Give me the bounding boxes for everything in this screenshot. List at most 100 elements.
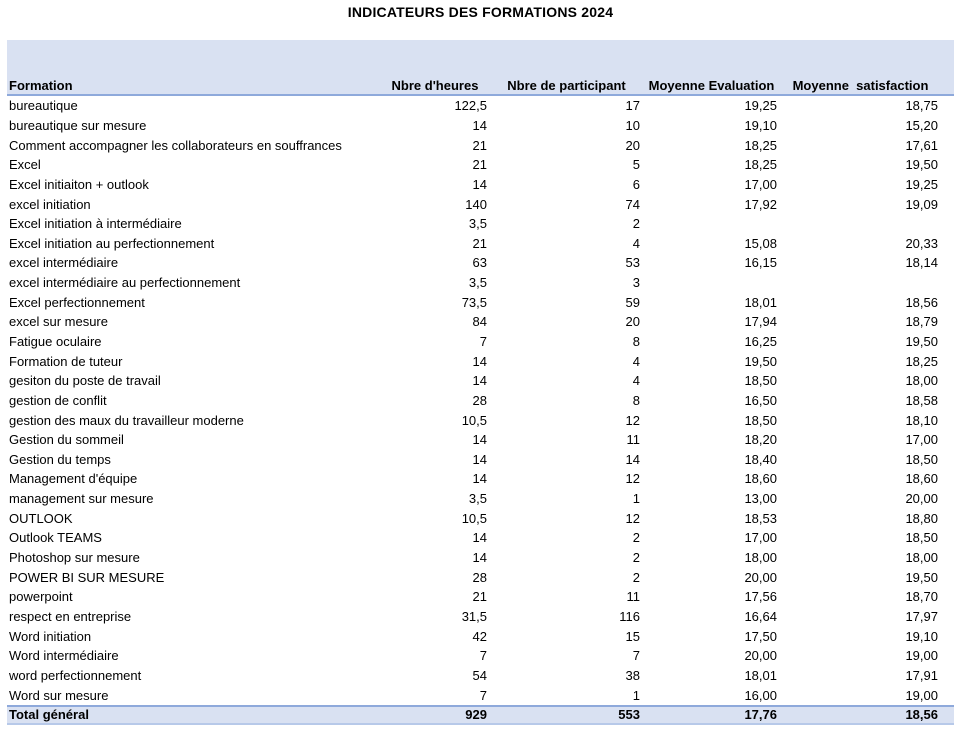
participants-cell: 6: [632, 176, 640, 192]
evaluation-cell: 16,50: [744, 392, 777, 408]
heures-cell: 14: [472, 550, 487, 566]
evaluation-cell: 20,00: [744, 648, 777, 664]
satisfaction-cell: 18,00: [905, 550, 938, 566]
participants-cell: 38: [625, 667, 640, 683]
satisfaction-cell: 17,61: [905, 137, 938, 153]
evaluation-cell: 16,64: [744, 608, 777, 624]
satisfaction-cell: 18,79: [905, 314, 938, 330]
participants-cell: 7: [632, 648, 640, 664]
satisfaction-cell: 20,00: [905, 491, 938, 507]
heures-cell: 10,5: [461, 510, 487, 526]
heures-cell: 14: [472, 451, 487, 467]
heures-cell: 14: [472, 530, 487, 546]
formation-cell: Word initiation: [9, 628, 92, 644]
participants-cell: 12: [625, 510, 640, 526]
formation-cell: Excel initiation à intermédiaire: [9, 216, 182, 232]
table-row: POWER BI SUR MESURE 28 2 20,00 19,50: [7, 567, 954, 587]
satisfaction-cell: 19,25: [905, 176, 938, 192]
table-row: bureautique sur mesure 14 10 19,10 15,20: [7, 116, 954, 136]
table-row: Excel initiaiton + outlook 14 6 17,00 19…: [7, 175, 954, 195]
heures-cell: 63: [472, 255, 487, 271]
formation-cell: excel sur mesure: [9, 314, 108, 330]
participants-cell: 74: [625, 196, 640, 212]
formation-cell: excel intermédiaire: [9, 255, 119, 271]
formation-cell: Excel initiation au perfectionnement: [9, 235, 215, 251]
satisfaction-cell: 18,60: [905, 471, 938, 487]
heures-cell: 21: [472, 589, 487, 605]
heures-cell: 3,5: [468, 275, 487, 291]
evaluation-cell: 18,40: [744, 451, 777, 467]
satisfaction-cell: 17,91: [905, 667, 938, 683]
table-row: gesiton du poste de travail 14 4 18,50 1…: [7, 371, 954, 391]
formation-cell: word perfectionnement: [9, 667, 142, 683]
table-row: OUTLOOK 10,5 12 18,53 18,80: [7, 508, 954, 528]
satisfaction-cell: 18,50: [905, 451, 938, 467]
evaluation-cell: 16,25: [744, 334, 777, 349]
column-header-formation: Formation: [9, 77, 73, 93]
heures-cell: 84: [472, 314, 487, 330]
table-row: gestion des maux du travailleur moderne …: [7, 410, 954, 430]
evaluation-cell: 18,60: [744, 471, 777, 487]
heures-cell: 28: [472, 392, 487, 408]
heures-cell: 122,5: [454, 98, 487, 114]
evaluation-cell: 18,20: [744, 432, 777, 448]
heures-cell: 73,5: [461, 294, 487, 310]
formation-cell: Word intermédiaire: [9, 648, 119, 664]
table-row: Gestion du sommeil 14 11 18,20 17,00: [7, 430, 954, 450]
participants-cell: 17: [625, 98, 640, 114]
participants-cell: 11: [626, 589, 641, 605]
heures-cell: 14: [472, 117, 487, 133]
heures-cell: 21: [472, 137, 487, 153]
evaluation-cell: 15,08: [744, 235, 777, 251]
formation-cell: Photoshop sur mesure: [9, 550, 140, 566]
participants-cell: 2: [632, 216, 640, 232]
formation-cell: powerpoint: [9, 589, 73, 605]
header-band: [7, 40, 954, 76]
heures-cell: 14: [472, 176, 487, 192]
heures-cell: 140: [465, 196, 487, 212]
formation-cell: Word sur mesure: [9, 687, 109, 703]
formation-cell: Formation de tuteur: [9, 353, 123, 369]
table-row: word perfectionnement 54 38 18,01 17,91: [7, 666, 954, 686]
participants-cell: 2: [632, 550, 640, 566]
total-satisfaction: 18,56: [905, 707, 938, 723]
evaluation-cell: 16,00: [744, 687, 777, 703]
formation-cell: gesiton du poste de travail: [9, 373, 161, 389]
table-row: respect en entreprise 31,5 116 16,64 17,…: [7, 607, 954, 627]
table-body: bureautique 122,5 17 19,25 18,75 bureaut…: [7, 96, 954, 705]
table-row: Gestion du temps 14 14 18,40 18,50: [7, 450, 954, 470]
heures-cell: 7: [479, 648, 487, 664]
participants-cell: 14: [625, 451, 640, 467]
heures-cell: 14: [472, 471, 487, 487]
heures-cell: 28: [472, 569, 487, 585]
satisfaction-cell: 18,80: [905, 510, 938, 526]
total-label: Total général: [9, 707, 89, 723]
satisfaction-cell: 17,00: [905, 432, 938, 448]
page-title: INDICATEURS DES FORMATIONS 2024: [347, 4, 614, 20]
total-heures: 929: [465, 707, 487, 723]
formation-cell: Excel perfectionnement: [9, 294, 145, 310]
participants-cell: 4: [632, 353, 640, 369]
heures-cell: 21: [472, 235, 487, 251]
evaluation-cell: 17,00: [744, 176, 777, 192]
table-row: Word intermédiaire 7 7 20,00 19,00: [7, 646, 954, 666]
formation-cell: Management d'équipe: [9, 471, 138, 487]
heures-cell: 14: [472, 432, 487, 448]
formation-cell: OUTLOOK: [9, 510, 73, 526]
evaluation-cell: 17,00: [744, 530, 777, 546]
satisfaction-cell: 19,00: [905, 648, 938, 664]
formation-cell: gestion de conflit: [9, 392, 107, 408]
participants-cell: 2: [632, 569, 640, 585]
evaluation-cell: 16,15: [744, 255, 777, 271]
satisfaction-cell: 18,25: [905, 353, 938, 369]
satisfaction-cell: 19,50: [905, 334, 938, 349]
heures-cell: 10,5: [461, 412, 487, 428]
heures-cell: 54: [472, 667, 487, 683]
table-row: excel initiation 140 74 17,92 19,09: [7, 194, 954, 214]
table-row: gestion de conflit 28 8 16,50 18,58: [7, 391, 954, 411]
formation-cell: Outlook TEAMS: [9, 530, 102, 546]
participants-cell: 12: [625, 412, 640, 428]
participants-cell: 8: [632, 334, 640, 349]
participants-cell: 12: [625, 471, 640, 487]
table-row: Outlook TEAMS 14 2 17,00 18,50: [7, 528, 954, 548]
